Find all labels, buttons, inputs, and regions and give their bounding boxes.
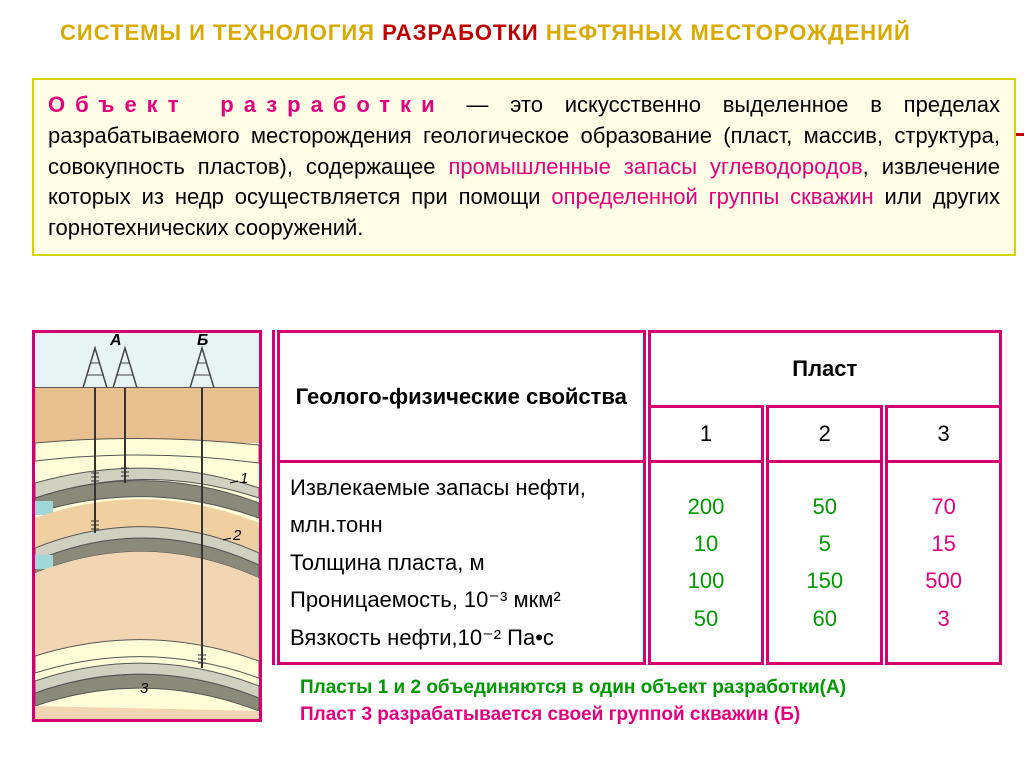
c3v3: 500 <box>898 562 989 599</box>
col-header-1: 1 <box>647 407 766 462</box>
table-header-properties: Геолого-физические свойства <box>276 332 647 462</box>
c1v1: 200 <box>661 488 752 525</box>
col-header-2: 2 <box>765 407 884 462</box>
col2-values: 50 5 150 60 <box>765 462 884 664</box>
property-names: Извлекаемые запасы нефти, млн.тонн Толщи… <box>276 462 647 664</box>
c2v4: 60 <box>779 600 870 637</box>
col1-values: 200 10 100 50 <box>647 462 766 664</box>
c2v2: 5 <box>779 525 870 562</box>
footnotes: Пласты 1 и 2 объединяются в один объект … <box>300 675 846 728</box>
title-highlight: РАЗРАБОТКИ <box>382 20 539 45</box>
prop-3: Проницаемость, 10⁻³ мкм² <box>290 581 633 618</box>
prop-2: Толщина пласта, м <box>290 544 633 581</box>
c3v4: 3 <box>898 600 989 637</box>
definition-highlight-2: определенной группы скважин <box>551 184 873 209</box>
c1v4: 50 <box>661 600 752 637</box>
prop-4: Вязкость нефти,10⁻² Па•с <box>290 619 633 656</box>
page-title: СИСТЕМЫ И ТЕХНОЛОГИЯ РАЗРАБОТКИ НЕФТЯНЫХ… <box>60 20 911 46</box>
footnote-2: Пласт 3 разрабатывается своей группой ск… <box>300 702 846 729</box>
definition-block: Объект разработки — это искусственно выд… <box>32 78 1016 256</box>
title-suffix: НЕФТЯНЫХ МЕСТОРОЖДЕНИЙ <box>539 20 911 45</box>
definition-highlight-1: промышленные запасы углеводородов <box>448 154 862 179</box>
diagram-label-b: Б <box>197 333 208 349</box>
diagram-label-a: А <box>109 333 122 349</box>
layer-label-3: 3 <box>140 680 149 697</box>
title-prefix: СИСТЕМЫ И ТЕХНОЛОГИЯ <box>60 20 382 45</box>
c3v1: 70 <box>898 488 989 525</box>
layer-label-2: 2 <box>232 527 242 544</box>
table-header-layer: Пласт <box>647 332 1001 407</box>
footnote-1: Пласты 1 и 2 объединяются в один объект … <box>300 675 846 702</box>
prop-1: Извлекаемые запасы нефти, млн.тонн <box>290 469 633 544</box>
c2v1: 50 <box>779 488 870 525</box>
geological-diagram: А Б 1 2 3 <box>32 330 262 722</box>
properties-table: Геолого-физические свойства Пласт 1 2 3 … <box>272 330 1002 665</box>
c2v3: 150 <box>779 562 870 599</box>
col3-values: 70 15 500 3 <box>884 462 1000 664</box>
col-header-3: 3 <box>884 407 1000 462</box>
c1v2: 10 <box>661 525 752 562</box>
diagram-svg: А Б 1 2 3 <box>35 333 259 719</box>
c1v3: 100 <box>661 562 752 599</box>
c3v2: 15 <box>898 525 989 562</box>
definition-term: Объект разработки <box>48 92 445 117</box>
layer-label-1: 1 <box>240 470 248 487</box>
